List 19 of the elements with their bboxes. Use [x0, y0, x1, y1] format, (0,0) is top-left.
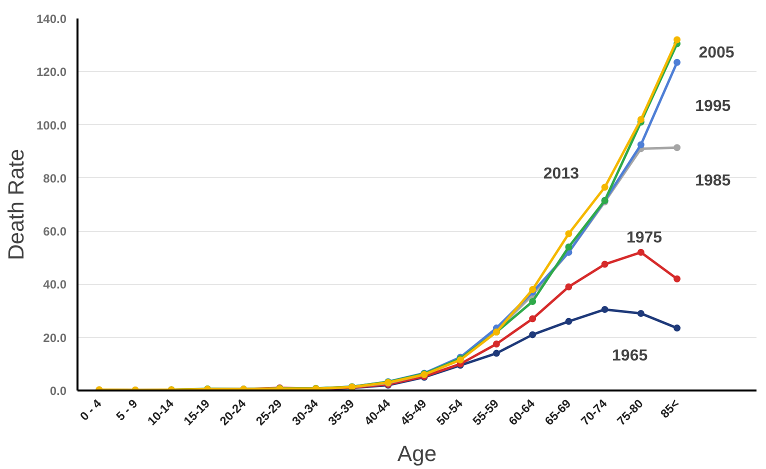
x-tick-label: 5 - 9: [113, 396, 140, 424]
y-tick-label: 100.0: [36, 118, 67, 132]
x-tick-label: 0 - 4: [77, 396, 104, 424]
y-tick-label: 20.0: [43, 330, 67, 345]
series-label: 2013: [543, 166, 580, 183]
y-tick-label: 120.0: [36, 65, 67, 80]
x-axis-title: Age: [397, 441, 437, 466]
series-label: 1995: [695, 98, 731, 115]
series-label: 1985: [695, 172, 731, 190]
x-tick-label: 85<: [658, 396, 682, 421]
y-tick-label: 0.0: [50, 384, 67, 398]
series-label: 1975: [626, 229, 662, 246]
y-tick-label: 40.0: [43, 278, 67, 292]
y-tick-label: 60.0: [43, 224, 67, 239]
y-axis-title: Death Rate: [3, 148, 28, 260]
y-tick-label: 80.0: [43, 171, 67, 186]
series-label: 2005: [698, 44, 734, 62]
series-label: 1965: [612, 348, 648, 365]
y-tick-label: 140.0: [36, 12, 67, 26]
